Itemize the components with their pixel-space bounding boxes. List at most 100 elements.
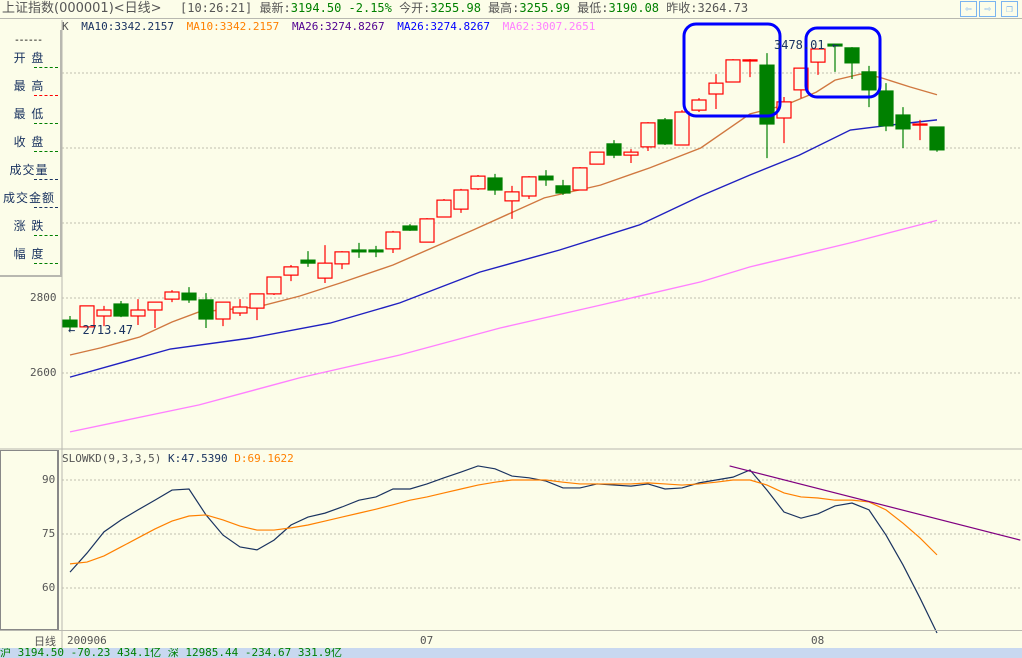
candle-down (861, 65, 877, 108)
open-label: 今开: (399, 1, 431, 15)
candle-up (419, 218, 435, 243)
candle-up (623, 149, 639, 163)
kd-tick-75: 75 (42, 527, 56, 540)
annotation-box-1 (682, 22, 782, 118)
candle-up (912, 119, 928, 141)
top-dash: ------ (15, 35, 43, 46)
info-value-placeholder (34, 95, 58, 96)
high-marker: 3478.01 ← (774, 38, 839, 52)
info-value-placeholder (34, 123, 58, 124)
candle-down (759, 53, 775, 159)
prev-close-value: 3264.73 (697, 1, 749, 15)
candle-down (538, 170, 554, 186)
candle-down (113, 301, 129, 318)
candle-body (521, 176, 537, 197)
y-tick-2800: 2800 (30, 291, 57, 304)
candle-up (725, 59, 741, 83)
ma62-line (69, 219, 938, 433)
info-value-placeholder (34, 235, 58, 236)
candle-body (504, 191, 520, 202)
candle-up (810, 48, 826, 75)
candle-body (62, 319, 78, 328)
candle-body (232, 306, 248, 314)
candle-body (538, 175, 554, 181)
candle-up (691, 98, 707, 112)
quote-summary: [10:26:21] 最新:3194.50 -2.15% 今开:3255.98 … (180, 0, 748, 17)
quote-time: [10:26:21] (180, 1, 253, 15)
kd-side-box (0, 450, 59, 630)
candle-body (113, 303, 129, 317)
candle-body (589, 151, 605, 165)
candle-body (623, 151, 639, 156)
nav-buttons: ⇦ ⇨ ❐ (960, 1, 1018, 17)
candle-up (334, 251, 350, 270)
low-value: 3190.08 (608, 1, 660, 15)
status-bar: 沪 3194.50 -70.23 434.1亿 深 12985.44 -234.… (0, 648, 1022, 658)
candle-body (861, 71, 877, 91)
candle-body (164, 291, 180, 300)
candle-down (181, 287, 197, 303)
info-value-placeholder (34, 67, 58, 68)
candle-up (674, 110, 690, 146)
high-value: 3255.99 (519, 1, 570, 15)
candle-body (674, 111, 690, 146)
date-tick: 200906 (67, 634, 107, 647)
candle-body (691, 99, 707, 111)
candle-down (657, 118, 673, 145)
low-marker: ← 2713.47 (68, 323, 133, 337)
candle-body (419, 218, 435, 243)
security-name: 上证指数(000001)<日线> (2, 1, 162, 16)
candle-down (555, 179, 571, 195)
legend-ma26-a: MA26:3274.8267 (291, 20, 385, 33)
candle-down (402, 224, 418, 231)
candle-down (606, 140, 622, 159)
restore-window-icon[interactable]: ❐ (1001, 1, 1018, 17)
candle-down (487, 173, 503, 195)
date-tick: 07 (420, 634, 434, 647)
candle-down (351, 242, 367, 258)
info-label: 成交金额 (2, 191, 55, 205)
candle-up (249, 293, 265, 321)
kd-k-line (69, 465, 938, 634)
legend-ma26-b: MA26:3274.8267 (397, 20, 490, 33)
candle-down (827, 43, 843, 72)
candle-body (198, 299, 214, 320)
back-arrow-icon[interactable]: ⇦ (960, 1, 977, 17)
info-label: 最 低 (13, 107, 45, 121)
candle-up (385, 230, 401, 253)
high-label: 最高: (488, 1, 520, 15)
indicator-legend: K MA10:3342.2157 MA10:3342.2157 MA26:327… (62, 20, 601, 33)
candle-up (232, 299, 248, 316)
candle-down (929, 126, 945, 152)
ma10-line (69, 73, 938, 356)
candle-body (487, 177, 503, 191)
kd-lines (69, 465, 1021, 634)
candle-down (368, 245, 384, 258)
kd-k-value: K:47.5390 (167, 452, 228, 465)
info-value-placeholder (34, 207, 58, 208)
candle-up (147, 301, 163, 328)
candle-body (130, 309, 146, 317)
candle-up (572, 167, 588, 191)
candle-up (470, 175, 486, 190)
candle-body (742, 59, 758, 62)
legend-k: K (62, 20, 69, 33)
trendline (729, 465, 1021, 541)
forward-arrow-icon[interactable]: ⇨ (979, 1, 996, 17)
candle-down (62, 316, 78, 331)
title-bar: 上证指数(000001)<日线> [10:26:21] 最新:3194.50 -… (0, 0, 1022, 19)
candle-body (317, 262, 333, 279)
candle-body (334, 251, 350, 265)
candle-body (351, 249, 367, 253)
candle-body (657, 119, 673, 145)
candle-body (708, 82, 724, 95)
candle-up (215, 301, 231, 327)
date-axis: 日线 200906 07 08 (0, 630, 1022, 649)
info-label: 成交量 (9, 163, 49, 177)
candle-up (96, 305, 112, 327)
candle-up (521, 176, 537, 199)
kd-tick-60: 60 (42, 581, 56, 594)
info-label: 收 盘 (13, 135, 45, 149)
info-label: 涨 跌 (13, 219, 45, 233)
